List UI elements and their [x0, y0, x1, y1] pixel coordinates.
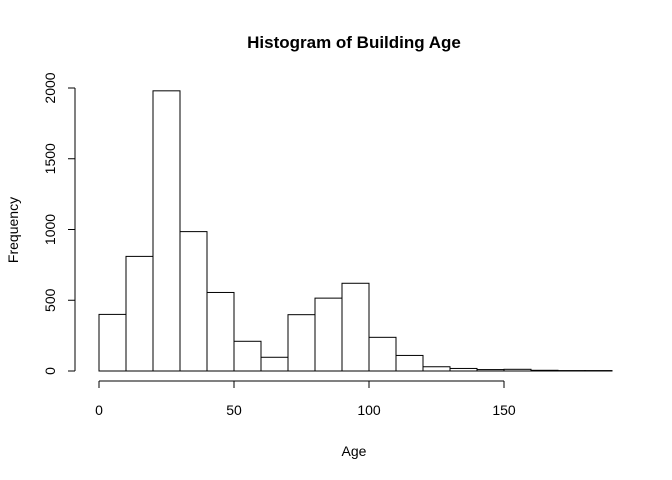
x-tick-label: 150 [492, 402, 516, 418]
x-axis-label: Age [342, 443, 367, 459]
x-axis: 0 50 100 150 [95, 380, 516, 418]
histogram-bar [233, 340, 262, 372]
histogram-bar [179, 231, 208, 372]
y-tick-label: 0 [42, 367, 58, 375]
histogram-bar [395, 354, 424, 372]
x-tick-label: 0 [95, 402, 103, 418]
histogram-bar [152, 90, 181, 372]
y-tick-label: 500 [42, 288, 58, 312]
y-tick-label: 1500 [42, 143, 58, 174]
histogram-bar [368, 336, 397, 372]
histogram-bar [449, 367, 478, 372]
x-tick-label: 50 [226, 402, 242, 418]
y-tick-label: 1000 [42, 214, 58, 245]
histogram-bar [260, 356, 289, 372]
histogram-bar [125, 255, 154, 372]
histogram-bar [422, 366, 451, 372]
histogram-bar [206, 291, 235, 372]
chart-title: Histogram of Building Age [247, 33, 461, 52]
histogram-bar [530, 369, 559, 372]
histogram-bar [341, 282, 370, 372]
y-tick-label: 2000 [42, 72, 58, 103]
histogram-bar [476, 369, 505, 372]
x-tick-label: 100 [357, 402, 381, 418]
histogram-bar [98, 313, 127, 372]
histogram-bar [503, 368, 532, 372]
histogram-bar [287, 314, 316, 372]
y-axis-label: Frequency [5, 197, 21, 263]
histogram-bar [314, 297, 343, 372]
bars-group [98, 90, 613, 372]
y-axis: 0 500 1000 1500 2000 [42, 72, 76, 375]
